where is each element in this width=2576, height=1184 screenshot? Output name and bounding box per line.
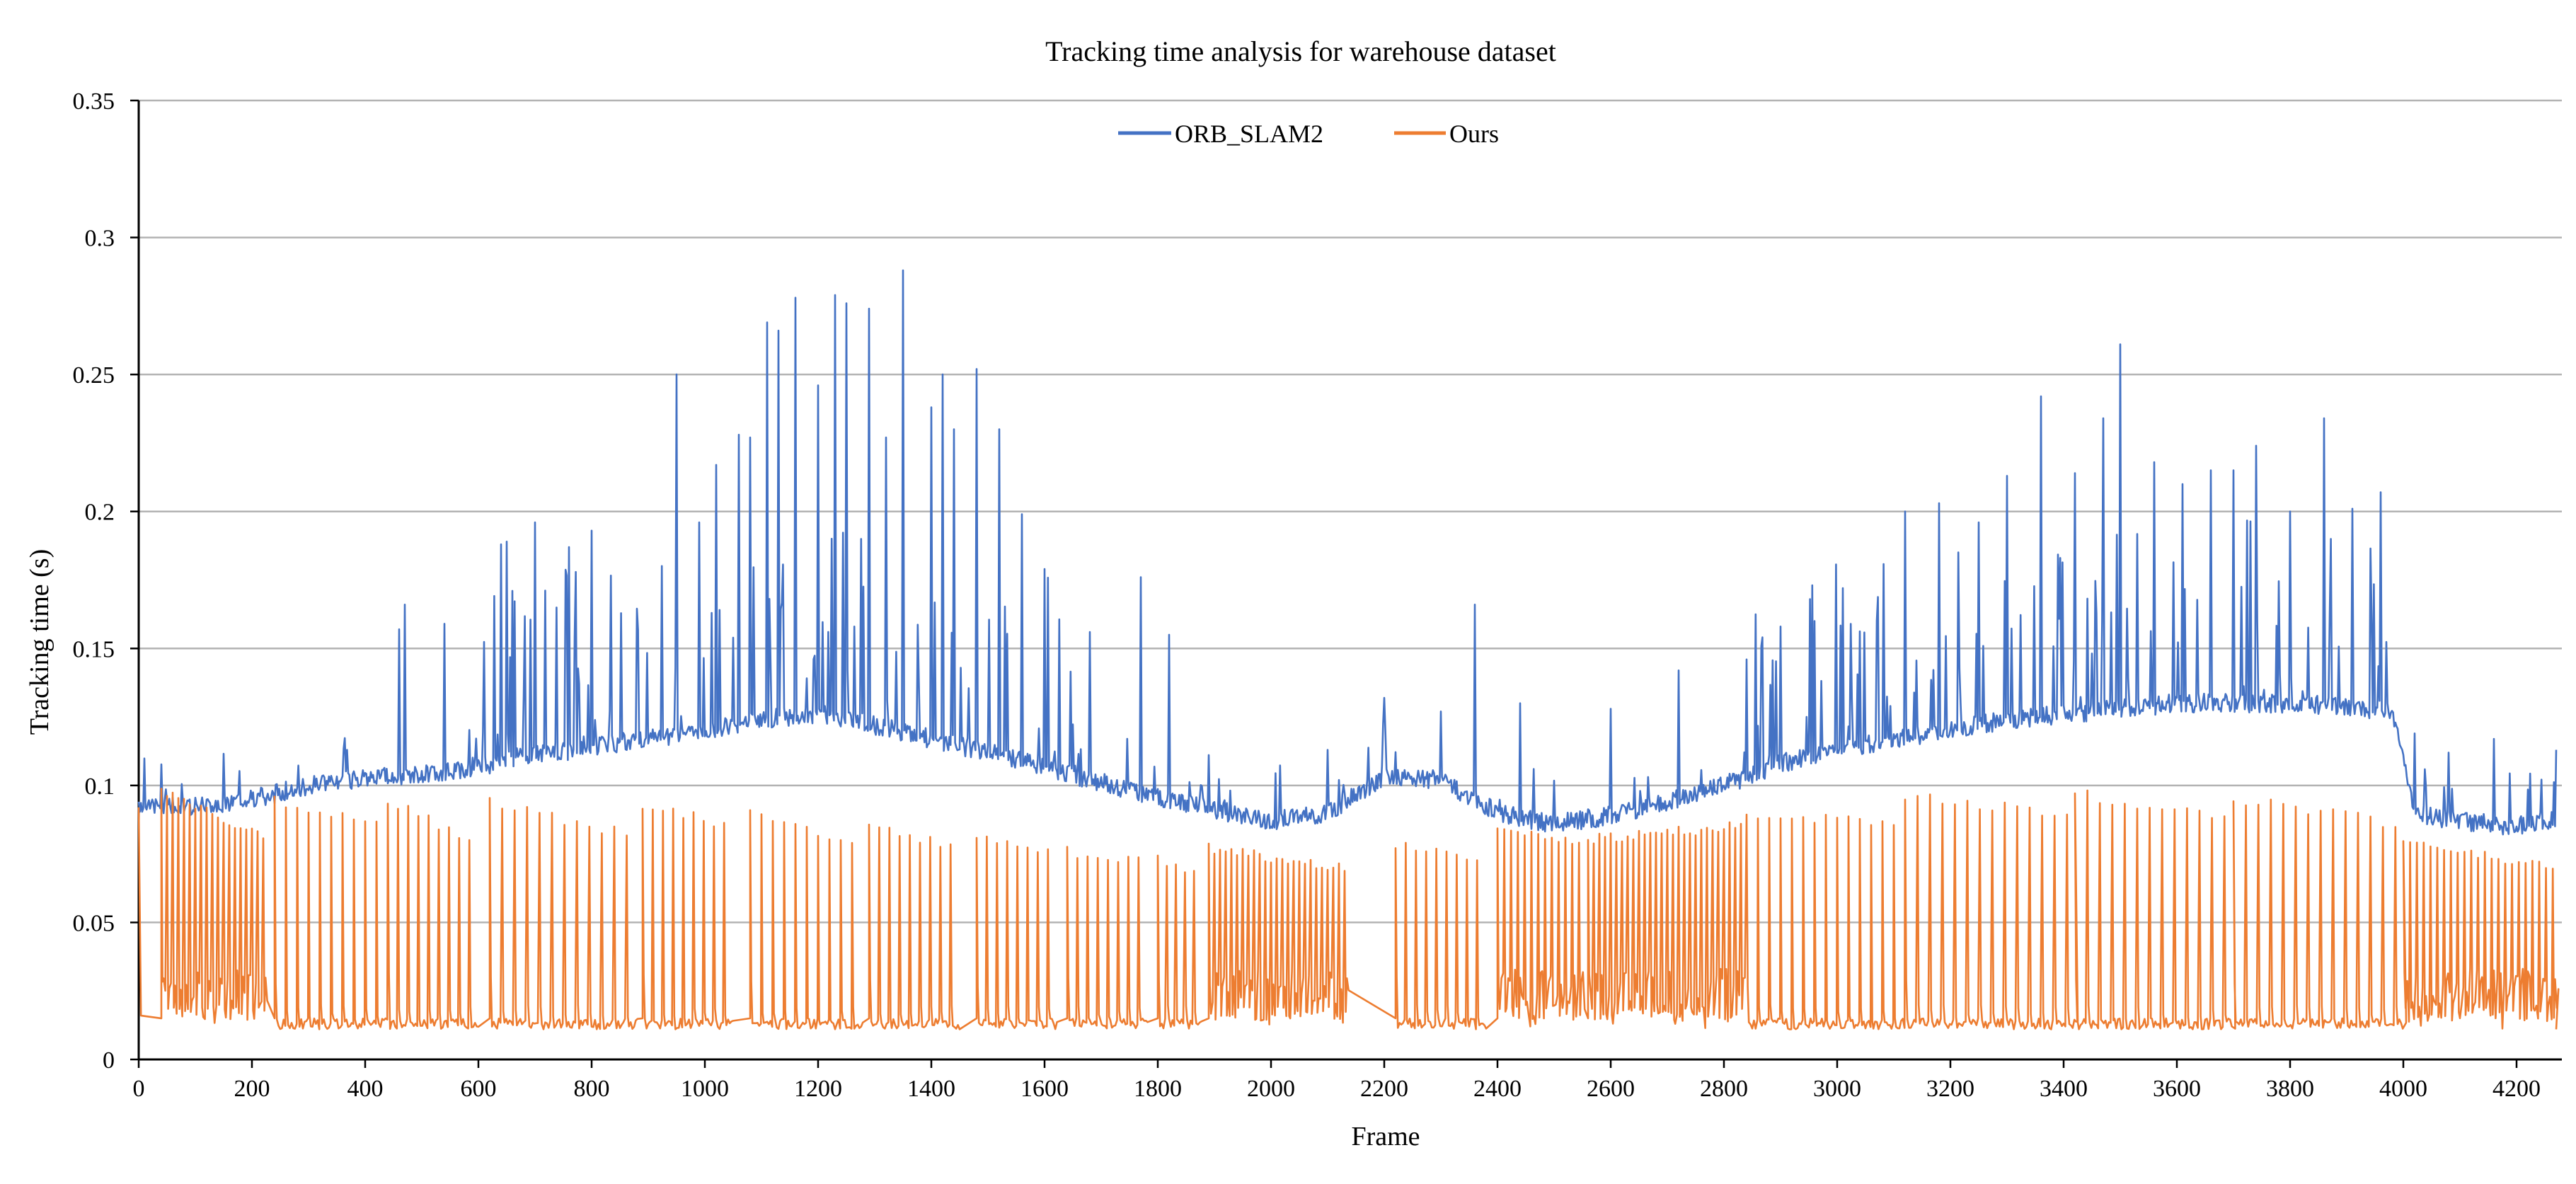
x-tick-label: 3200 <box>1926 1076 1974 1102</box>
y-tick-label: 0.3 <box>85 226 115 252</box>
axes <box>130 99 2562 1068</box>
plot-series <box>137 269 2560 1030</box>
y-tick-label: 0.35 <box>73 88 115 115</box>
gridlines <box>139 99 2562 924</box>
x-tick-label: 0 <box>133 1076 145 1102</box>
legend-label-orb-slam2: ORB_SLAM2 <box>1175 120 1323 148</box>
y-tick-label: 0.1 <box>85 774 115 800</box>
y-axis-title: Tracking time (s) <box>25 549 54 735</box>
x-tick-label: 2200 <box>1360 1076 1408 1102</box>
x-tick-label: 4000 <box>2379 1076 2427 1102</box>
y-tick-label: 0.2 <box>85 500 115 526</box>
y-tick-label: 0.05 <box>73 910 115 936</box>
x-tick-label: 1000 <box>681 1076 729 1102</box>
x-tick-label: 800 <box>574 1076 610 1102</box>
x-tick-label: 2600 <box>1587 1076 1635 1102</box>
tick-labels: 0 0.05 0.1 0.15 0.2 0.25 0.3 0.35 0 200 400 600 800 1… <box>73 88 2541 1102</box>
x-tick-label: 1200 <box>794 1076 842 1102</box>
x-tick-label: 4200 <box>2492 1076 2541 1102</box>
x-tick-label: 3400 <box>2040 1076 2088 1102</box>
x-tick-label: 2800 <box>1700 1076 1748 1102</box>
chart-title: Tracking time analysis for warehouse dat… <box>1045 35 1556 67</box>
x-tick-label: 2000 <box>1247 1076 1295 1102</box>
legend: ORB_SLAM2 Ours <box>1118 120 1499 148</box>
legend-label-ours: Ours <box>1449 120 1499 148</box>
x-tick-label: 1800 <box>1134 1076 1182 1102</box>
series-ours-line <box>137 788 2560 1030</box>
series-orb-slam2-line <box>137 269 2558 836</box>
y-tick-label: 0.15 <box>73 636 115 662</box>
x-axis-title: Frame <box>1351 1122 1420 1151</box>
y-tick-label: 0 <box>103 1047 115 1074</box>
x-tick-label: 1600 <box>1020 1076 1069 1102</box>
x-tick-label: 2400 <box>1473 1076 1522 1102</box>
x-tick-label: 400 <box>347 1076 384 1102</box>
y-tick-label: 0.25 <box>73 362 115 389</box>
x-tick-label: 3800 <box>2266 1076 2314 1102</box>
x-tick-label: 1400 <box>907 1076 955 1102</box>
x-tick-label: 200 <box>234 1076 270 1102</box>
x-tick-label: 3600 <box>2153 1076 2201 1102</box>
x-tick-label: 3000 <box>1813 1076 1861 1102</box>
x-tick-label: 600 <box>461 1076 497 1102</box>
